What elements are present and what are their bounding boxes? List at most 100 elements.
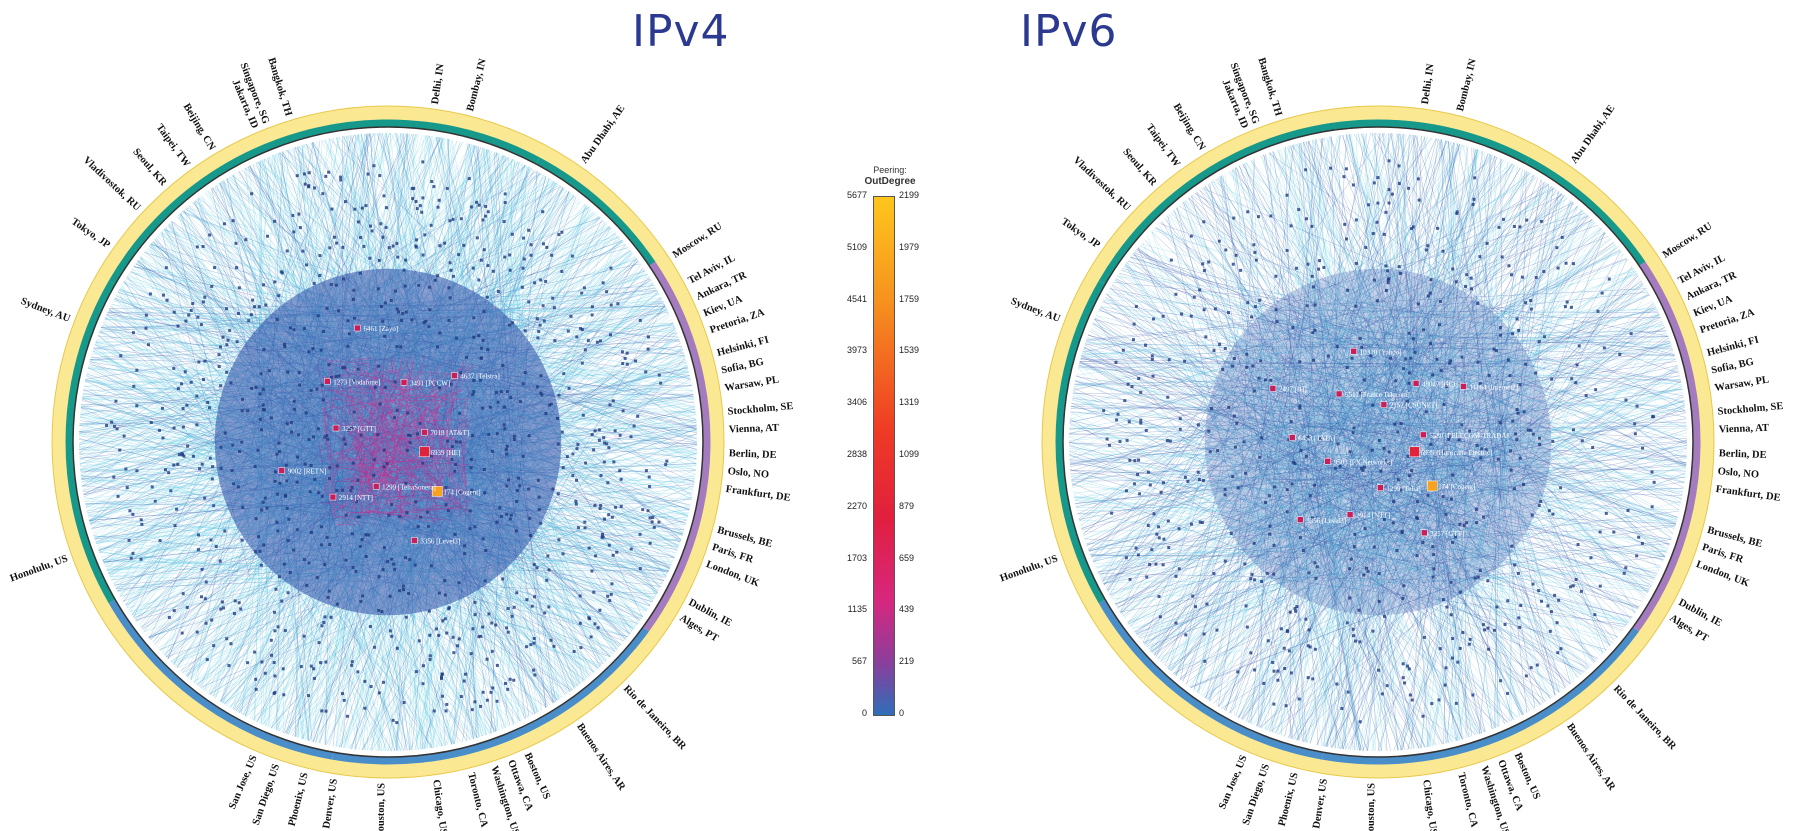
- peering-link: [1237, 205, 1578, 435]
- as-node: [616, 302, 620, 306]
- as-node: [200, 567, 204, 571]
- peering-link: [1069, 324, 1322, 455]
- as-node: [443, 241, 447, 245]
- peering-link: [1180, 561, 1371, 680]
- high-degree-link: [397, 492, 414, 519]
- peering-link: [1457, 364, 1520, 741]
- as-node: [543, 611, 547, 615]
- as-node: [320, 624, 324, 628]
- as-node: [201, 244, 205, 248]
- peering-link: [1312, 139, 1441, 358]
- high-degree-link: [412, 482, 437, 504]
- peering-link: [1136, 248, 1496, 561]
- as-node: [326, 595, 330, 599]
- as-node: [395, 241, 399, 245]
- high-degree-link: [337, 416, 417, 477]
- as-node: [539, 391, 543, 395]
- as-node: [181, 407, 185, 411]
- peering-link: [1200, 369, 1332, 696]
- as-node: [598, 608, 602, 612]
- peering-link: [1389, 369, 1578, 679]
- as-node: [485, 698, 489, 702]
- peering-link: [1319, 136, 1426, 483]
- peering-link: [1178, 205, 1406, 343]
- peering-link: [1465, 304, 1687, 465]
- as-node: [561, 552, 565, 556]
- as-node: [590, 433, 594, 437]
- as-node: [231, 443, 235, 447]
- as-node: [657, 373, 661, 377]
- as-node: [358, 271, 362, 275]
- as-node: [236, 312, 240, 316]
- as-node: [288, 326, 292, 330]
- as-node: [429, 454, 433, 458]
- peering-link: [1220, 176, 1506, 568]
- as-node: [196, 548, 200, 552]
- peering-link: [254, 581, 435, 748]
- high-degree-link: [330, 397, 464, 516]
- as-node: [505, 390, 509, 394]
- as-node: [528, 516, 532, 520]
- as-node: [646, 347, 650, 351]
- peering-link: [1427, 320, 1447, 744]
- as-node: [469, 466, 473, 470]
- as-node: [105, 423, 109, 427]
- as-node: [173, 524, 177, 528]
- as-node: [523, 329, 527, 333]
- peering-link: [1159, 223, 1418, 314]
- as-node: [292, 548, 296, 552]
- as-node: [438, 386, 442, 390]
- as-node: [307, 171, 311, 175]
- as-node: [395, 307, 399, 311]
- peering-link: [1501, 209, 1583, 473]
- as-node: [272, 661, 276, 665]
- peering-link: [1124, 265, 1374, 379]
- as-node: [223, 529, 227, 533]
- as-node: [369, 224, 373, 228]
- peering-link: [1413, 431, 1524, 715]
- peering-link: [1239, 165, 1289, 307]
- as-node: [118, 448, 122, 452]
- as-node: [321, 330, 325, 334]
- as-node: [510, 614, 514, 618]
- as-node: [139, 518, 143, 522]
- as-node: [341, 366, 345, 370]
- peering-link: [1500, 432, 1629, 624]
- as-node: [495, 663, 499, 667]
- peering-link: [1316, 535, 1449, 743]
- as-node: [432, 185, 436, 189]
- as-node: [547, 568, 551, 572]
- as-node: [521, 454, 525, 458]
- as-node: [481, 690, 485, 694]
- as-node: [441, 619, 445, 623]
- peering-link: [1391, 133, 1421, 403]
- as-node: [284, 494, 288, 498]
- peering-link: [1151, 231, 1262, 544]
- as-node: [195, 423, 199, 427]
- as-node: [529, 253, 533, 257]
- as-node: [253, 464, 257, 468]
- as-node: [551, 296, 555, 300]
- as-node: [471, 266, 475, 270]
- as-node-marker: [329, 493, 337, 501]
- as-node: [318, 273, 322, 277]
- as-node: [503, 192, 507, 196]
- as-node: [199, 323, 203, 327]
- high-degree-link: [445, 419, 469, 444]
- as-node: [418, 421, 422, 425]
- as-node: [521, 236, 525, 240]
- as-node: [334, 375, 338, 379]
- as-node: [335, 488, 339, 492]
- peering-link: [287, 572, 386, 752]
- as-node: [508, 677, 512, 681]
- peering-link: [1363, 133, 1375, 417]
- as-node: [451, 217, 455, 221]
- high-degree-link: [355, 360, 404, 505]
- as-node: [335, 464, 339, 468]
- as-node: [139, 557, 143, 561]
- as-node: [229, 381, 233, 385]
- peering-link: [1453, 314, 1660, 493]
- as-node: [164, 266, 168, 270]
- city-label: Stockholm, SE: [727, 401, 794, 418]
- as-node: [297, 371, 301, 375]
